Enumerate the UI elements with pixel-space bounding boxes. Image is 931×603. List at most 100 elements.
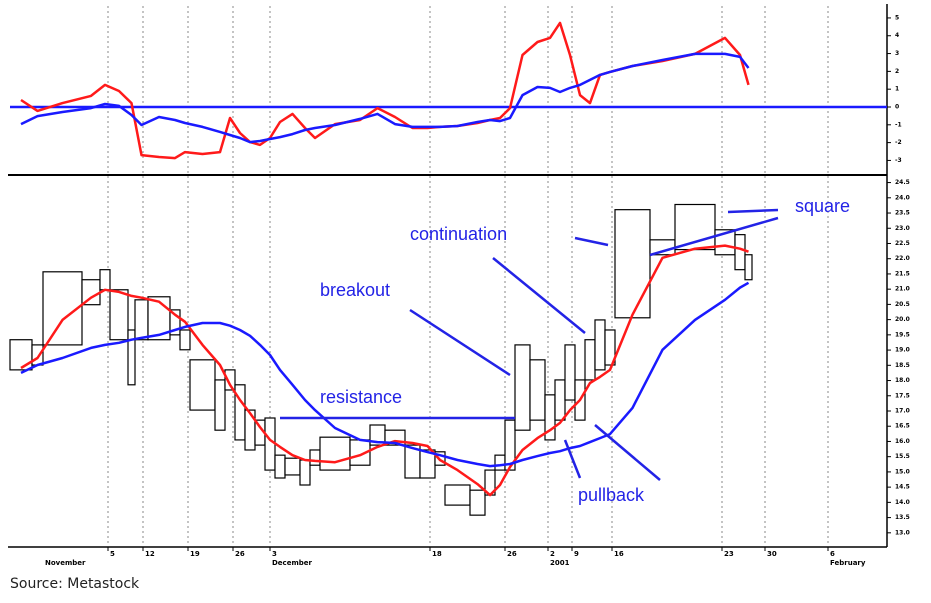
- x-tick-label: 3: [272, 550, 277, 558]
- y-tick-label: 15.5: [895, 453, 910, 460]
- annotation-lines: [280, 208, 779, 481]
- y-tick-label: 20.0: [895, 316, 910, 323]
- annotation: square: [795, 196, 850, 216]
- x-tick-label: 26: [235, 550, 245, 558]
- equivolume-box: [81, 279, 101, 306]
- trend-line: [649, 216, 779, 257]
- y-tick-label: 24.5: [895, 179, 910, 186]
- y-tick-label: 13.5: [895, 514, 910, 521]
- equivolume-box: [514, 344, 531, 431]
- y-tick-label: -2: [895, 139, 902, 146]
- equivolume-box: [469, 489, 486, 516]
- y-tick-label: 1: [895, 86, 899, 93]
- equivolume-box: [99, 269, 111, 291]
- annotation: resistance: [320, 387, 402, 407]
- y-tick-label: -3: [895, 157, 902, 164]
- equivolume-box: [274, 454, 286, 479]
- equivolume-box: [554, 379, 566, 421]
- equivolume-box: [444, 484, 471, 506]
- equivolume-box: [504, 419, 516, 471]
- equivolume-box: [9, 339, 33, 371]
- annotation-line: [727, 208, 779, 214]
- equivolume-box: [529, 359, 546, 421]
- equivolume-box: [189, 359, 216, 411]
- annotation: pullback: [578, 485, 645, 505]
- x-tick-label: 30: [767, 550, 777, 558]
- y-tick-label: 3: [895, 50, 899, 57]
- equivolume-box: [309, 449, 321, 466]
- y-tick-label: 18.0: [895, 377, 910, 384]
- equivolume-box: [744, 254, 753, 281]
- equivolume-box: [134, 299, 149, 341]
- annotation-line: [594, 424, 661, 481]
- x-tick-label: 26: [507, 550, 517, 558]
- equivolume-box: [214, 379, 226, 431]
- x-tick-label: 5: [110, 550, 115, 558]
- y-tick-label: 5: [895, 14, 899, 21]
- equivolume-box: [127, 329, 136, 386]
- series-line: [20, 52, 750, 144]
- equivolume-box: [494, 454, 506, 471]
- y-tick-label: 22.5: [895, 240, 910, 247]
- x-tick-label: 16: [614, 550, 624, 558]
- y-tick-label: 17.5: [895, 392, 910, 399]
- y-tick-label: 17.0: [895, 407, 910, 414]
- y-tick-label: 16.0: [895, 438, 910, 445]
- y-tick-label: -1: [895, 121, 902, 128]
- y-tick-label: 4: [895, 32, 899, 39]
- annotation-line: [492, 257, 586, 334]
- series-line: [20, 281, 750, 468]
- equivolume-box: [734, 234, 746, 271]
- x-month-label: November: [45, 559, 86, 567]
- x-tick-label: 19: [190, 550, 200, 558]
- annotation-line: [574, 236, 609, 247]
- equivolume-box: [594, 319, 606, 371]
- equivolume-box: [299, 459, 311, 486]
- y-tick-label: 14.5: [895, 484, 910, 491]
- y-tick-label: 13.0: [895, 529, 910, 536]
- annotation-line: [563, 439, 582, 479]
- source-note: Source: Metastock: [10, 576, 140, 592]
- series-line: [20, 21, 750, 160]
- x-month-label: 2001: [550, 559, 570, 567]
- x-tick-label: 6: [830, 550, 835, 558]
- y-tick-label: 22.0: [895, 255, 910, 262]
- y-tick-label: 19.5: [895, 331, 910, 338]
- y-tick-label: 18.5: [895, 362, 910, 369]
- equivolume-box: [614, 209, 651, 319]
- x-tick-label: 23: [724, 550, 734, 558]
- x-tick-label: 12: [145, 550, 155, 558]
- marks: [9, 21, 887, 516]
- y-tick-label: 0: [895, 103, 899, 110]
- equivolume-box: [284, 457, 301, 476]
- equivolume-box: [224, 369, 236, 391]
- y-tick-label: 14.0: [895, 499, 910, 506]
- y-tick-label: 24.0: [895, 194, 910, 201]
- y-tick-label: 16.5: [895, 423, 910, 430]
- y-tick-label: 2: [895, 68, 899, 75]
- x-tick-label: 2: [550, 550, 555, 558]
- y-tick-label: 21.5: [895, 270, 910, 277]
- equivolume-box: [109, 289, 129, 341]
- equivolume-box: [584, 339, 596, 381]
- x-tick-label: 9: [574, 550, 579, 558]
- equivolume-box: [31, 344, 44, 366]
- equivolume-box: [169, 309, 181, 336]
- x-month-label: February: [830, 559, 866, 567]
- x-month-label: December: [272, 559, 313, 567]
- equivolume-box: [179, 329, 191, 351]
- series-line: [20, 244, 749, 497]
- y-tick-label: 15.0: [895, 468, 910, 475]
- equivolume-box: [264, 417, 276, 471]
- y-tick-label: 23.5: [895, 210, 910, 217]
- equivolume-box: [564, 344, 576, 401]
- annotation: breakout: [320, 280, 390, 300]
- y-tick-label: 21.0: [895, 286, 910, 293]
- x-tick-label: 18: [432, 550, 442, 558]
- equivolume-box: [319, 436, 351, 471]
- y-tick-label: 19.0: [895, 347, 910, 354]
- equivolume-box: [674, 203, 716, 251]
- annotation: continuation: [410, 224, 507, 244]
- y-tick-label: 20.5: [895, 301, 910, 308]
